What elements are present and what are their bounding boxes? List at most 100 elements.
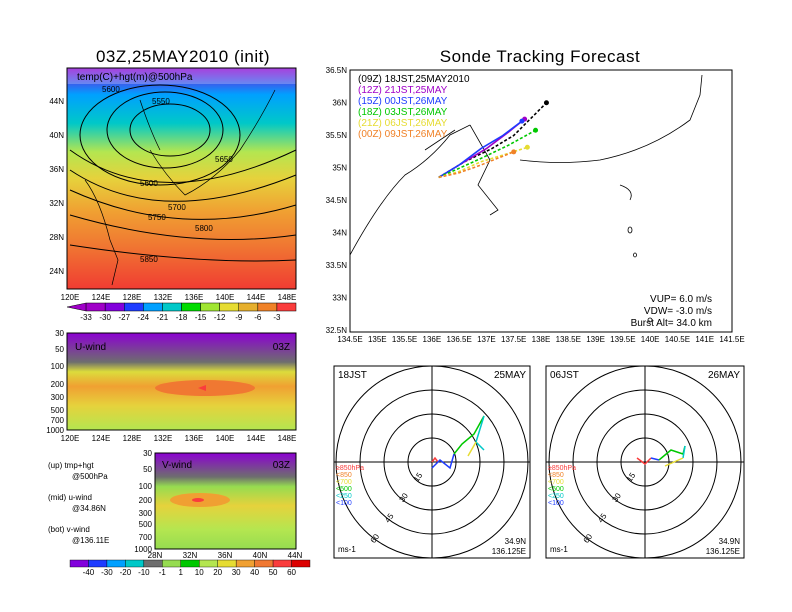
lon-tick: 136E xyxy=(185,434,204,443)
contour-label: 5550 xyxy=(152,97,170,106)
vwind-lat-ticks: 28N 32N 36N 40N 44N xyxy=(148,551,303,560)
lat-tick: 36N xyxy=(332,99,347,108)
hodo-legend-entry: <250 xyxy=(548,493,564,500)
contour-label: 5700 xyxy=(168,203,186,212)
vwind-time: 03Z xyxy=(273,460,290,471)
lon-tick: 148E xyxy=(278,434,297,443)
lon-tick: 128E xyxy=(123,293,142,302)
contour-label: 5650 xyxy=(215,155,233,164)
legend-entry: (09Z) 18JST,25MAY2010 xyxy=(358,74,470,85)
hodo-legend-entry: ≥850hPa xyxy=(336,465,364,472)
burst-text: Burst Alt= 34.0 km xyxy=(631,318,712,329)
colorbar-label: -18 xyxy=(176,313,188,322)
legend-entry: (18Z) 03JST,26MAY xyxy=(358,107,448,118)
colorbar-swatch xyxy=(180,559,200,568)
pressure-tick: 1000 xyxy=(46,426,64,435)
note-line: @34.86N xyxy=(72,504,106,513)
hodo-trace xyxy=(636,457,652,465)
lat-tick: 34.5N xyxy=(326,196,348,205)
lat-tick: 34N xyxy=(332,229,347,238)
hodo-date: 26MAY xyxy=(708,370,740,381)
vwind-frame xyxy=(154,452,297,550)
hodo-unit: ms-1 xyxy=(550,545,568,554)
colorbar-label: -12 xyxy=(214,313,226,322)
lon-tick: 132E xyxy=(154,434,173,443)
lat-tick: 32.5N xyxy=(326,326,348,335)
pressure-tick: 50 xyxy=(143,465,152,474)
pressure-tick: 1000 xyxy=(134,545,152,554)
hodo-legend-entry: <500 xyxy=(548,486,564,493)
lat-tick: 32N xyxy=(49,199,64,208)
colorbar-swatch xyxy=(143,559,163,568)
colorbar-label: -40 xyxy=(83,568,95,577)
track-line xyxy=(438,151,514,179)
colorbar-swatch xyxy=(125,559,145,568)
colorbar-label: -21 xyxy=(157,313,169,322)
colorbar-label: -9 xyxy=(235,313,243,322)
colorbar-swatch xyxy=(217,559,237,568)
vwind-panel: V-wind 03Z 30 50 100 200 300 500 700 1000 28N 32… xyxy=(134,449,302,560)
hodo-unit: ms-1 xyxy=(338,545,356,554)
colorbar-label: -30 xyxy=(101,568,113,577)
hodo-legend-entry: <100 xyxy=(336,500,352,507)
hodo-trace xyxy=(650,457,660,461)
pressure-tick: 300 xyxy=(51,393,65,402)
contour-label: 5800 xyxy=(195,224,213,233)
vdw-text: VDW= -3.0 m/s xyxy=(644,306,712,317)
hodo-trace xyxy=(431,453,455,470)
colorbar-label: 30 xyxy=(232,568,241,577)
colorbar-label: -33 xyxy=(80,313,92,322)
colorbar-swatch xyxy=(124,302,144,312)
label-box xyxy=(67,68,296,84)
legend-entry: (21Z) 06JST,26MAY xyxy=(358,118,448,129)
uwind-frame xyxy=(66,332,297,431)
colorbar-swatch xyxy=(291,559,311,568)
lon-tick: 138.5E xyxy=(556,335,581,344)
hodo-trace xyxy=(453,415,485,455)
lon-tick: 140E xyxy=(641,335,660,344)
coastlines xyxy=(84,89,276,286)
colorbar-swatch xyxy=(104,302,125,312)
colorbar-swatch xyxy=(199,559,218,568)
pressure-tick: 300 xyxy=(139,509,153,518)
lon-tick: 148E xyxy=(278,293,297,302)
track-line xyxy=(438,129,536,179)
hodo-legend-entry: <100 xyxy=(548,500,564,507)
track-map-frame xyxy=(349,69,733,333)
colorbar-swatch xyxy=(254,559,274,568)
track-map-panel: 36.5N 36N 35.5N 35N 34.5N 34N 33.5N 33N 32.5N 13… xyxy=(326,66,745,344)
hodo-date: 25MAY xyxy=(494,370,526,381)
pressure-tick: 50 xyxy=(55,345,64,354)
lat-tick: 36N xyxy=(49,165,64,174)
lat-tick: 36.5N xyxy=(326,66,348,75)
colorbar-swatch xyxy=(69,559,89,568)
hodo-legend-entry: <700 xyxy=(336,479,352,486)
contour-label: 5600 xyxy=(102,85,120,94)
panel-notes: (up) tmp+hgt @500hPa (mid) u-wind @34.86N (b… xyxy=(48,461,109,545)
lon-tick: 124E xyxy=(92,434,111,443)
temp-map-panel: temp(C)+hgt(m)@500hPa 5600 5550 5650 5600 57… xyxy=(49,67,297,302)
colorbar-swatch xyxy=(219,302,240,312)
hodo-trace xyxy=(682,445,686,459)
contour-label: 5850 xyxy=(140,255,158,264)
colorbar-swatch xyxy=(272,559,292,568)
lon-tick: 124E xyxy=(92,293,111,302)
lon-tick: 132E xyxy=(154,293,173,302)
lon-tick: 144E xyxy=(247,293,266,302)
temp-map-label: temp(C)+hgt(m)@500hPa xyxy=(77,72,193,83)
colorbar-label: 20 xyxy=(213,568,222,577)
lat-tick: 35N xyxy=(332,164,347,173)
sonde-tracks xyxy=(438,100,549,179)
hodo-lat: 34.9N xyxy=(505,537,527,546)
pressure-tick: 500 xyxy=(51,406,65,415)
note-line: (bot) v-wind xyxy=(48,525,90,534)
colorbar-label: -6 xyxy=(254,313,262,322)
pressure-tick: 200 xyxy=(51,380,65,389)
legend-entry: (15Z) 00JST,26MAY xyxy=(358,96,448,107)
lon-tick: 120E xyxy=(61,293,80,302)
colorbar-label: -1 xyxy=(159,568,167,577)
track-lat-ticks: 36.5N 36N 35.5N 35N 34.5N 34N 33.5N 33N 32.5N xyxy=(326,66,348,335)
